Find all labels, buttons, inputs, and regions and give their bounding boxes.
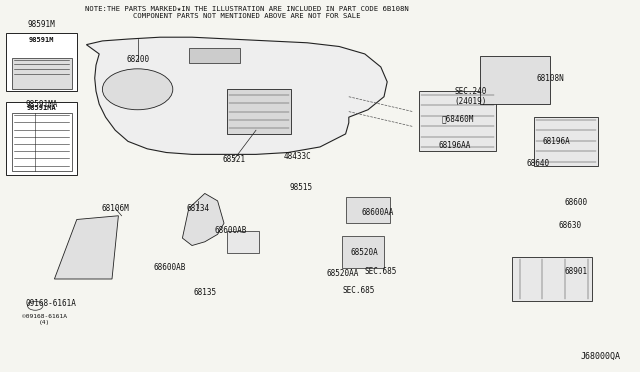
Text: 68600AB: 68600AB bbox=[214, 226, 246, 235]
Bar bbox=[189, 48, 240, 63]
Text: 68108N: 68108N bbox=[536, 74, 564, 83]
Text: 68600AB: 68600AB bbox=[154, 263, 186, 272]
Text: 68600: 68600 bbox=[564, 198, 588, 207]
Text: ․68460M: ․68460M bbox=[442, 115, 474, 124]
Text: 68196AA: 68196AA bbox=[438, 141, 470, 150]
Bar bbox=[480, 56, 550, 104]
Polygon shape bbox=[182, 193, 224, 246]
Text: 98591MA: 98591MA bbox=[27, 105, 56, 111]
Text: 68200: 68200 bbox=[126, 55, 149, 64]
Text: J68000QA: J68000QA bbox=[581, 352, 621, 361]
Text: NOTE:THE PARTS MARKED★IN THE ILLUSTRATION ARE INCLUDED IN PART CODE 6B108N
COMPO: NOTE:THE PARTS MARKED★IN THE ILLUSTRATIO… bbox=[84, 6, 408, 19]
Text: 68630: 68630 bbox=[558, 221, 581, 230]
Text: 68640: 68640 bbox=[526, 159, 549, 168]
Bar bbox=[227, 231, 259, 253]
Bar bbox=[6, 102, 77, 175]
PathPatch shape bbox=[86, 37, 387, 154]
Text: SEC.240
(24019): SEC.240 (24019) bbox=[454, 87, 486, 106]
Text: 98591MA: 98591MA bbox=[26, 100, 58, 109]
Bar bbox=[342, 236, 384, 268]
Bar bbox=[512, 257, 592, 301]
Polygon shape bbox=[54, 216, 118, 279]
Text: SEC.685: SEC.685 bbox=[342, 286, 374, 295]
Bar bbox=[6, 33, 77, 91]
Circle shape bbox=[102, 69, 173, 110]
Text: 68134: 68134 bbox=[187, 204, 210, 213]
Text: 68106M: 68106M bbox=[101, 204, 129, 213]
Text: 68521: 68521 bbox=[222, 155, 245, 164]
Bar bbox=[346, 197, 390, 223]
Bar bbox=[419, 91, 496, 151]
Text: SEC.685: SEC.685 bbox=[365, 267, 397, 276]
Bar bbox=[12, 58, 72, 89]
Bar bbox=[12, 113, 72, 171]
Text: 68901: 68901 bbox=[564, 267, 588, 276]
Text: 98591M: 98591M bbox=[28, 20, 56, 29]
Bar bbox=[227, 89, 291, 134]
Text: ©09168-6161A
(4): ©09168-6161A (4) bbox=[22, 314, 67, 325]
Text: 68600AA: 68600AA bbox=[362, 208, 394, 217]
Text: 68520A: 68520A bbox=[351, 248, 379, 257]
Text: 09168-6161A: 09168-6161A bbox=[26, 299, 77, 308]
Text: 68520AA: 68520AA bbox=[326, 269, 358, 278]
Text: 98515: 98515 bbox=[289, 183, 312, 192]
Text: 98591M: 98591M bbox=[29, 37, 54, 43]
Text: 48433C: 48433C bbox=[284, 152, 312, 161]
Text: 68135: 68135 bbox=[193, 288, 216, 296]
Text: 68196A: 68196A bbox=[543, 137, 571, 146]
Bar bbox=[534, 117, 598, 166]
